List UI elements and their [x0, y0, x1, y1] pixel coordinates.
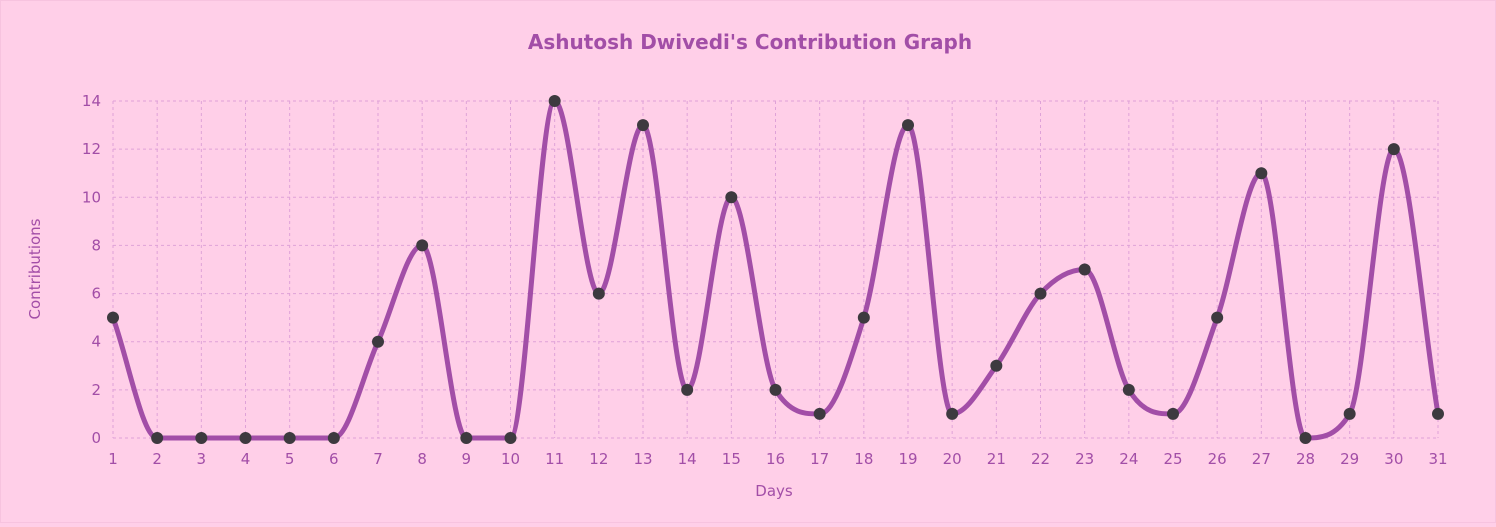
- x-tick-label: 25: [1163, 450, 1182, 468]
- data-point-day-7[interactable]: [372, 335, 384, 348]
- data-point-day-11[interactable]: [548, 95, 561, 107]
- x-tick-label: 11: [545, 450, 564, 468]
- x-tick-label: 24: [1119, 450, 1138, 468]
- data-point-day-13[interactable]: [637, 119, 649, 132]
- data-point-day-24[interactable]: [1122, 383, 1135, 396]
- data-point-day-5[interactable]: [283, 432, 296, 444]
- chart-title: Ashutosh Dwivedi's Contribution Graph: [528, 30, 972, 54]
- x-tick-label: 5: [285, 450, 295, 468]
- x-tick-label: 10: [501, 450, 520, 468]
- data-point-day-20[interactable]: [946, 407, 959, 420]
- x-tick-label: 13: [633, 450, 652, 468]
- x-tick-label: 31: [1428, 450, 1447, 468]
- data-point-day-21[interactable]: [990, 359, 1003, 372]
- data-point-day-25[interactable]: [1167, 407, 1179, 420]
- x-tick-label: 7: [373, 450, 383, 468]
- data-point-day-1[interactable]: [107, 311, 119, 324]
- x-tick-label: 15: [722, 450, 741, 468]
- x-tick-label: 4: [241, 450, 251, 468]
- data-point-day-16[interactable]: [769, 383, 782, 396]
- data-point-day-26[interactable]: [1211, 311, 1224, 324]
- data-point-day-3[interactable]: [195, 432, 208, 444]
- data-point-day-10[interactable]: [504, 432, 517, 444]
- x-tick-label: 30: [1384, 450, 1403, 468]
- x-axis-ticks: 1 2 3 4 5 6 7 8 9 10 11 12 13 14 15 16 17 18 19 20 21 22 23 24 2…: [108, 450, 1447, 468]
- x-tick-label: 27: [1252, 450, 1271, 468]
- x-tick-label: 16: [766, 450, 785, 468]
- data-point-day-15[interactable]: [725, 191, 738, 204]
- y-tick-label: 2: [91, 381, 101, 399]
- data-point-day-23[interactable]: [1078, 263, 1091, 276]
- grid: [112, 100, 1439, 439]
- x-tick-label: 29: [1340, 450, 1359, 468]
- y-tick-label: 10: [82, 188, 101, 206]
- data-point-day-17[interactable]: [813, 407, 826, 420]
- data-point-day-4[interactable]: [239, 432, 252, 444]
- data-point-day-30[interactable]: [1387, 143, 1400, 156]
- x-tick-label: 1: [108, 450, 118, 468]
- y-tick-label: 6: [91, 285, 101, 303]
- x-tick-label: 9: [462, 450, 472, 468]
- y-tick-label: 14: [82, 92, 101, 110]
- y-axis-ticks: 0 2 4 6 8 10 12 14: [82, 92, 101, 447]
- y-tick-label: 12: [82, 140, 101, 158]
- x-tick-label: 18: [854, 450, 873, 468]
- data-point-day-14[interactable]: [681, 383, 694, 396]
- y-tick-label: 0: [91, 429, 101, 447]
- data-point-day-12[interactable]: [592, 287, 605, 300]
- x-tick-label: 23: [1075, 450, 1094, 468]
- x-tick-label: 14: [678, 450, 697, 468]
- data-point-day-27[interactable]: [1255, 167, 1268, 180]
- y-tick-label: 8: [91, 236, 101, 254]
- y-axis-label: Contributions: [26, 218, 44, 319]
- data-point-day-6[interactable]: [327, 432, 340, 444]
- x-axis-label: Days: [755, 482, 793, 500]
- data-point-day-22[interactable]: [1034, 287, 1047, 300]
- x-tick-label: 12: [589, 450, 608, 468]
- data-point-day-8[interactable]: [416, 239, 429, 252]
- x-tick-label: 20: [943, 450, 962, 468]
- data-point-day-2[interactable]: [151, 432, 164, 444]
- x-tick-label: 19: [898, 450, 917, 468]
- x-tick-label: 2: [152, 450, 162, 468]
- x-tick-label: 28: [1296, 450, 1315, 468]
- x-tick-label: 26: [1208, 450, 1227, 468]
- x-tick-label: 22: [1031, 450, 1050, 468]
- data-point-day-18[interactable]: [857, 311, 870, 324]
- data-point-day-9[interactable]: [460, 432, 473, 444]
- x-tick-label: 8: [417, 450, 427, 468]
- y-tick-label: 4: [91, 333, 101, 351]
- x-tick-label: 17: [810, 450, 829, 468]
- x-tick-label: 6: [329, 450, 339, 468]
- x-tick-label: 21: [987, 450, 1006, 468]
- data-point-day-31[interactable]: [1432, 407, 1444, 420]
- series-line: [110, 98, 1441, 441]
- data-point-day-28[interactable]: [1299, 432, 1312, 444]
- data-point-day-19[interactable]: [902, 119, 914, 132]
- x-tick-label: 3: [197, 450, 207, 468]
- data-point-day-29[interactable]: [1343, 407, 1356, 420]
- data-points: [107, 95, 1444, 444]
